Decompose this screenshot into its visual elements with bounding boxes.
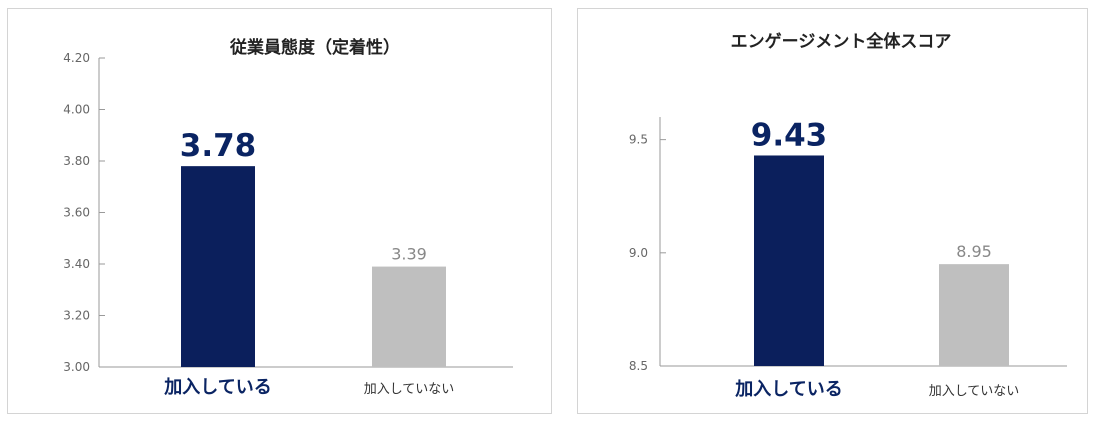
bar-member (181, 166, 255, 367)
bar-member (754, 155, 824, 366)
value-label: 8.95 (956, 242, 992, 261)
category-label: 加入していない (364, 382, 455, 397)
value-label: 3.39 (391, 245, 427, 264)
y-tick-label: 3.40 (63, 257, 90, 271)
value-label: 9.43 (751, 117, 828, 153)
y-tick-label: 3.80 (63, 154, 90, 168)
bar-non-member (939, 264, 1009, 366)
category-label: 加入している (734, 379, 842, 400)
bar-chart-engagement: エンゲージメント全体スコア 8.5 9.0 9.5 9.43 加入している 8.95 加入し… (629, 31, 1067, 400)
chart-panel-engagement: エンゲージメント全体スコア 8.5 9.0 9.5 9.43 加入している 8.95 加入し… (577, 8, 1088, 414)
y-tick-label: 9.0 (629, 246, 648, 260)
y-tick-label: 8.5 (629, 359, 648, 373)
bar-chart-retention: 従業員態度（定着性） 3.00 3.20 3.40 3.60 3.80 4.00 4.20 3… (63, 37, 513, 398)
category-label: 加入している (163, 377, 271, 398)
y-tick-label: 3.20 (63, 309, 90, 323)
y-tick-label: 4.00 (63, 103, 90, 117)
y-tick-label: 9.5 (629, 133, 648, 147)
y-tick-label: 3.60 (63, 206, 90, 220)
y-tick-label: 4.20 (63, 51, 90, 65)
value-label: 3.78 (180, 128, 257, 164)
chart-panel-retention: 従業員態度（定着性） 3.00 3.20 3.40 3.60 3.80 4.00 4.20 3… (7, 8, 552, 414)
y-tick-label: 3.00 (63, 360, 90, 374)
category-label: 加入していない (929, 384, 1020, 399)
bar-non-member (372, 266, 446, 367)
chart-title: 従業員態度（定着性） (229, 37, 400, 58)
chart-title: エンゲージメント全体スコア (731, 31, 952, 52)
